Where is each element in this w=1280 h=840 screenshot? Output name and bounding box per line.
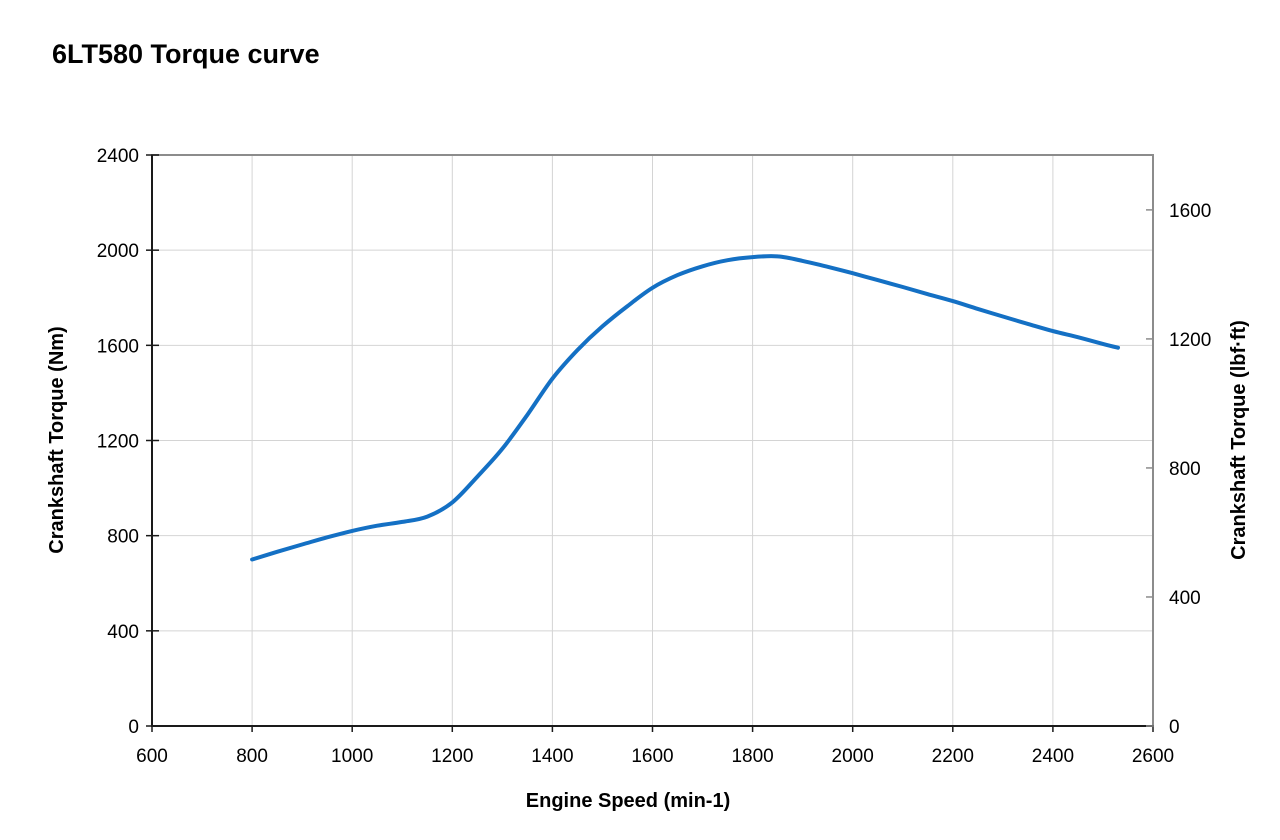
x-tick-label: 2200 [932, 746, 974, 767]
right-tick-label: 0 [1169, 717, 1180, 738]
right-axis-title: Crankshaft Torque (lbf·ft) [1228, 320, 1250, 560]
grid-layer [152, 155, 1153, 726]
left-tick-label: 1600 [97, 336, 139, 357]
x-tick-label: 1600 [631, 746, 673, 767]
x-tick-label: 2600 [1132, 746, 1174, 767]
left-tick-label: 0 [128, 717, 139, 738]
x-tick-label: 1400 [531, 746, 573, 767]
x-tick-label: 2400 [1032, 746, 1074, 767]
left-tick-label: 400 [107, 622, 139, 643]
right-tick-label: 1600 [1169, 201, 1211, 222]
chart-title: 6LT580 Torque curve [52, 39, 320, 69]
x-axis-title: Engine Speed (min-1) [526, 790, 730, 812]
tick-labels-layer: 600 800 1000 1200 1400 1600 1800 2000 2200 2400 26… [97, 146, 1212, 767]
curve-layer [250, 254, 1120, 562]
torque-curve-line [250, 254, 1120, 562]
left-axis-title: Crankshaft Torque (Nm) [46, 326, 68, 553]
x-tick-label: 1200 [431, 746, 473, 767]
left-tick-label: 2000 [97, 241, 139, 262]
left-tick-label: 1200 [97, 432, 139, 453]
x-tick-label: 2000 [832, 746, 874, 767]
right-tick-label: 1200 [1169, 330, 1211, 351]
right-tick-label: 400 [1169, 588, 1201, 609]
x-tick-label: 1800 [731, 746, 773, 767]
left-tick-label: 800 [107, 527, 139, 548]
left-tick-label: 2400 [97, 146, 139, 167]
axis-layer [146, 154, 1154, 732]
x-tick-label: 800 [236, 746, 268, 767]
right-tick-label: 800 [1169, 459, 1201, 480]
x-tick-label: 600 [136, 746, 168, 767]
x-tick-label: 1000 [331, 746, 373, 767]
